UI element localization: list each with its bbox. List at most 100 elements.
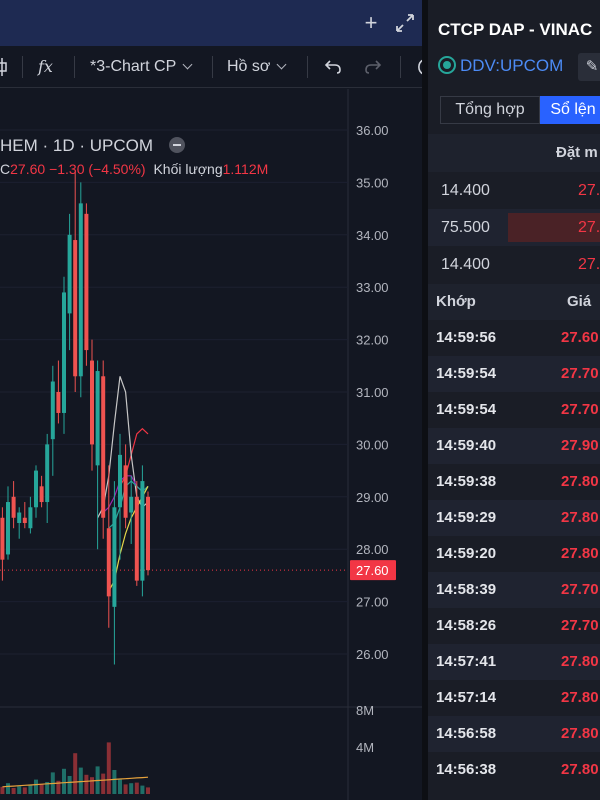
tab-label: Sổ lện — [550, 101, 596, 118]
volume-bar — [11, 788, 16, 794]
volume-bar — [45, 782, 50, 794]
orderbook-row[interactable]: 14.400 27. — [428, 172, 600, 209]
orderbook-row[interactable]: 75.500 27. — [428, 209, 600, 246]
profile-dropdown[interactable]: Hồ sơ — [227, 46, 287, 88]
volume-bar — [118, 779, 122, 794]
trade-row[interactable]: 14:57:14 27.80 — [428, 680, 600, 716]
undo-button[interactable] — [324, 46, 342, 88]
pencil-icon[interactable]: ✎ — [578, 53, 600, 81]
candle-body — [34, 470, 38, 508]
tab-summary[interactable]: Tổng hợp — [440, 96, 540, 124]
candle-body — [140, 481, 145, 581]
trade-row[interactable]: 14:59:29 27.80 — [428, 500, 600, 536]
trade-time: 14:57:41 — [436, 653, 497, 670]
trade-row[interactable]: 14:59:40 27.90 — [428, 428, 600, 464]
trade-price: 27.80 — [561, 473, 599, 490]
candle-body — [106, 528, 111, 597]
trade-time: 14:56:38 — [436, 761, 497, 778]
trade-row[interactable]: 14:59:54 27.70 — [428, 392, 600, 428]
candle-body — [95, 371, 100, 466]
trade-row[interactable]: 14:58:39 27.70 — [428, 572, 600, 608]
tab-orderbook[interactable]: Sổ lện — [540, 96, 600, 124]
candle-body — [123, 465, 128, 518]
chart-toolbar: fx *3-Chart CP Hồ sơ — [0, 46, 424, 88]
candle-body — [22, 517, 27, 523]
volume-bar — [508, 213, 600, 242]
trade-row[interactable]: 14:59:38 27.80 — [428, 464, 600, 500]
plus-icon[interactable]: + — [364, 10, 378, 35]
candle-body — [11, 496, 16, 518]
candle-body — [45, 444, 50, 503]
price-tick-label: 32.00 — [356, 333, 389, 348]
trade-price: 27.80 — [561, 725, 599, 742]
trade-price: 27.90 — [561, 437, 599, 454]
chart-pane[interactable]: 36.00 35.00 34.00 33.00 32.00 31.00 30.00 29.00… — [0, 89, 422, 800]
price-tick-label: 33.00 — [356, 280, 389, 295]
candlestick-chart[interactable]: 36.00 35.00 34.00 33.00 32.00 31.00 30.00 29.00… — [0, 89, 422, 800]
trade-price: 27.80 — [561, 653, 599, 670]
fx-label: fx — [38, 57, 53, 76]
close-label: C — [0, 161, 11, 177]
trade-time: 14:59:54 — [436, 401, 497, 418]
ticker-link[interactable]: DDV:UPCOM — [438, 55, 563, 76]
trade-price: 27.60 — [561, 329, 599, 346]
trade-time: 14:58:39 — [436, 581, 497, 598]
trade-row[interactable]: 14:56:58 27.80 — [428, 716, 600, 752]
trade-row[interactable]: 14:59:54 27.70 — [428, 356, 600, 392]
candle-body — [146, 496, 150, 571]
trade-row[interactable]: 14:58:26 27.70 — [428, 608, 600, 644]
price-tick-label: 31.00 — [356, 385, 389, 400]
candle-body — [28, 507, 33, 529]
volume-bar — [90, 777, 94, 794]
toolbar-divider — [307, 56, 308, 78]
fx-button[interactable]: fx — [38, 46, 53, 88]
company-title: CTCP DAP - VINAC — [438, 20, 593, 39]
volume-tick-label: 8M — [356, 703, 374, 718]
candle-body — [101, 376, 106, 518]
chart-layout-dropdown[interactable]: *3-Chart CP — [90, 46, 193, 88]
trade-row[interactable]: 14:59:56 27.60 — [428, 320, 600, 356]
volume-bar — [17, 786, 22, 794]
volume-bar — [134, 782, 139, 794]
expand-icon[interactable] — [394, 12, 416, 34]
toolbar-divider — [212, 56, 213, 78]
candle-body — [50, 381, 55, 440]
trade-row[interactable]: 14:57:41 27.80 — [428, 644, 600, 680]
price-tick-label: 34.00 — [356, 228, 389, 243]
trade-price: 27.80 — [561, 509, 599, 526]
price-tick-label: 28.00 — [356, 542, 389, 557]
trade-price: 27.70 — [561, 365, 599, 382]
price-tick-label: 36.00 — [356, 123, 389, 138]
trade-price: 27.70 — [561, 401, 599, 418]
candle-body — [6, 502, 10, 555]
orderbook-volume: 14.400 — [441, 182, 490, 199]
volume-label: Khối lượng — [153, 161, 223, 177]
chart-legend-symbol: HEM · 1D · UPCOM — [0, 136, 185, 156]
orderbook-header: Đặt m — [428, 134, 600, 172]
last-price-label: 27.60 — [356, 563, 389, 578]
redo-button[interactable] — [364, 46, 382, 88]
volume-bar — [112, 770, 117, 794]
volume-bar — [28, 785, 33, 794]
chart-legend-values: C27.60 −1.30 (−4.50%) Khối lượng1.112M — [0, 161, 268, 177]
orderbook-price: 27. — [578, 182, 600, 199]
trade-time: 14:56:58 — [436, 725, 497, 742]
volume-ma-line — [2, 776, 149, 788]
price-tick-label: 29.00 — [356, 490, 389, 505]
volume-bar — [129, 783, 134, 794]
trade-row[interactable]: 14:56:38 27.80 — [428, 752, 600, 788]
more-button[interactable] — [414, 46, 424, 88]
orderbook-price: 27. — [578, 256, 600, 273]
redo-icon — [365, 60, 382, 74]
volume-bar — [0, 786, 5, 794]
orderbook-price: 27. — [578, 219, 600, 236]
candle-body — [56, 392, 61, 413]
trade-row[interactable]: 14:59:20 27.80 — [428, 536, 600, 572]
orderbook-row[interactable]: 14.400 27. — [428, 246, 600, 283]
collapse-icon[interactable] — [169, 136, 185, 153]
indicator-icon[interactable] — [0, 46, 8, 88]
candle-body — [134, 496, 139, 581]
volume-bar — [67, 776, 72, 794]
trade-price: 27.80 — [561, 761, 599, 778]
